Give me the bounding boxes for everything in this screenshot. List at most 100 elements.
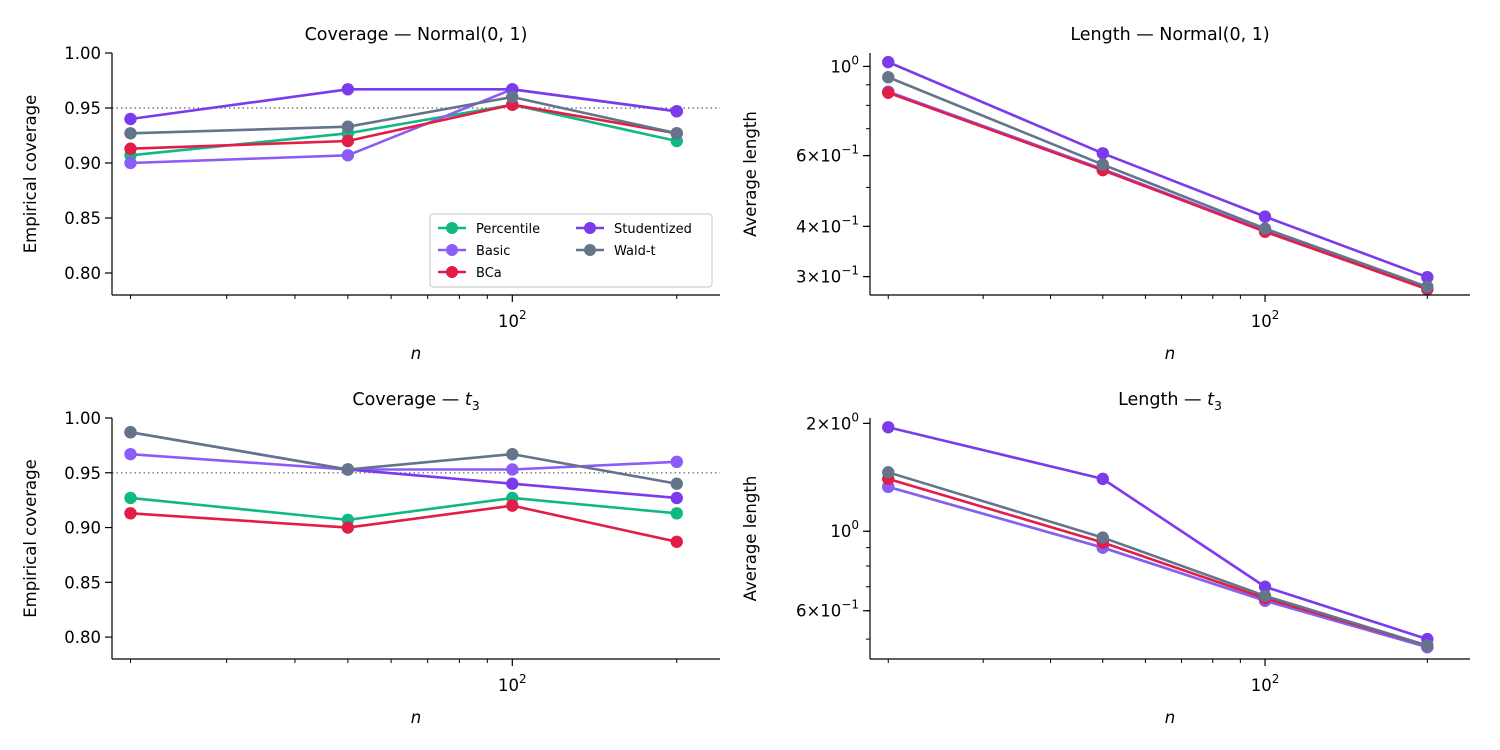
y-tick-label: 3×10−1 xyxy=(796,264,859,287)
data-point-wald-t xyxy=(1096,158,1109,171)
series-line-bca xyxy=(887,91,1428,291)
x-tick-label: 102 xyxy=(1251,308,1280,331)
panel-title-text: Coverage — xyxy=(352,390,464,410)
panel-title-var: t xyxy=(1207,390,1215,410)
data-point-wald-t xyxy=(670,127,683,140)
y-tick-label: 6×10−1 xyxy=(796,598,859,621)
data-point-studentized xyxy=(1096,147,1109,160)
panel-title-subscript: 3 xyxy=(472,398,480,413)
legend-label-basic: Basic xyxy=(476,244,510,259)
panel-title: Coverage — t3 xyxy=(352,390,479,413)
series-line-wald-t xyxy=(130,95,678,135)
y-tick-label: 100 xyxy=(830,53,859,76)
data-point-wald-t xyxy=(1421,639,1434,652)
y-axis-label: Empirical coverage xyxy=(21,459,40,618)
legend: Percentile Basic BCa Studentized Wald-t xyxy=(429,213,713,288)
data-point-wald-t xyxy=(1258,589,1272,603)
y-tick-label: 0.90 xyxy=(64,519,101,538)
legend-label-wald-t: Wald-t xyxy=(614,244,656,259)
series-line-bca xyxy=(130,103,677,150)
data-point-bca xyxy=(341,521,355,534)
legend-swatch-marker xyxy=(584,244,596,256)
legend-swatch-marker xyxy=(446,222,458,234)
data-point-bca xyxy=(341,134,355,148)
data-point-studentized xyxy=(670,491,683,505)
y-axis-label: Empirical coverage xyxy=(21,95,40,254)
data-point-studentized xyxy=(1096,472,1109,486)
data-point-wald-t xyxy=(882,71,895,84)
data-point-studentized xyxy=(882,421,895,434)
data-point-wald-t xyxy=(341,120,355,133)
data-point-bca xyxy=(124,507,137,520)
y-tick-label: 4×10−1 xyxy=(796,213,859,236)
x-tick-label: 102 xyxy=(1251,672,1280,695)
y-tick-label: 1.00 xyxy=(64,409,101,428)
data-point-studentized xyxy=(506,477,519,490)
series-line-studentized xyxy=(887,60,1428,279)
x-axis-label: n xyxy=(411,708,421,727)
series-line-percentile xyxy=(130,496,677,522)
data-point-wald-t xyxy=(124,426,137,439)
series-line-basic xyxy=(887,485,1428,649)
x-axis-label: n xyxy=(1165,344,1175,363)
x-axis-label: n xyxy=(411,344,421,363)
y-axis-label: Average length xyxy=(741,476,760,602)
data-point-wald-t xyxy=(341,463,355,476)
legend-swatch-marker xyxy=(446,244,458,256)
y-tick-label: 0.95 xyxy=(64,464,101,483)
data-point-studentized xyxy=(670,105,683,118)
x-tick-label: 102 xyxy=(498,308,527,331)
y-axis-label: Average length xyxy=(741,111,760,237)
data-point-basic xyxy=(124,447,137,461)
y-tick-label: 0.85 xyxy=(64,573,101,592)
panel-coverage-normal: Coverage — Normal(0, 1) n Empirical covera… xyxy=(21,25,720,363)
legend-label-percentile: Percentile xyxy=(476,222,540,237)
data-point-wald-t xyxy=(1096,531,1109,544)
data-point-percentile xyxy=(670,507,683,520)
data-point-studentized xyxy=(882,55,895,69)
series-line-studentized xyxy=(130,88,677,121)
data-point-wald-t xyxy=(506,447,519,461)
legend-box xyxy=(429,213,713,288)
panel-title-var: t xyxy=(465,390,473,410)
legend-swatch-marker xyxy=(446,266,458,278)
panel-length-t3: Length — t3 n Average length 102 2×100 100 6×1… xyxy=(741,390,1470,727)
y-tick-label: 0.85 xyxy=(64,209,101,228)
y-tick-label: 2×100 xyxy=(806,410,859,433)
panel-title: Length — t3 xyxy=(1118,390,1222,413)
y-tick-label: 0.80 xyxy=(64,628,101,647)
x-axis-label: n xyxy=(1165,708,1175,727)
data-point-studentized xyxy=(1421,270,1434,284)
series-line-wald-t xyxy=(887,76,1428,289)
data-point-basic xyxy=(341,149,355,162)
data-point-bca xyxy=(882,86,895,99)
y-tick-label: 0.90 xyxy=(64,154,101,173)
data-point-bca xyxy=(124,142,137,155)
data-point-percentile xyxy=(124,491,137,505)
panel-coverage-t3: Coverage — t3 n Empirical coverage 102 0.80 0… xyxy=(21,390,720,727)
panel-title-text: Coverage — Normal(0, 1) xyxy=(305,25,528,45)
y-tick-label: 100 xyxy=(830,518,859,541)
data-point-bca xyxy=(670,535,683,548)
data-point-wald-t xyxy=(1421,280,1434,293)
series-line-basic xyxy=(130,452,677,471)
panel-title: Coverage — Normal(0, 1) xyxy=(305,25,528,45)
panel-title-text: Length — Normal(0, 1) xyxy=(1070,25,1269,45)
series-line-wald-t xyxy=(130,430,677,486)
data-point-wald-t xyxy=(670,477,683,490)
panel-title-subscript: 3 xyxy=(1214,398,1222,413)
data-point-wald-t xyxy=(124,127,137,140)
data-point-wald-t xyxy=(882,466,895,479)
panel-title: Length — Normal(0, 1) xyxy=(1070,25,1269,45)
panel-length-normal: Length — Normal(0, 1) n Average length 102 1… xyxy=(741,25,1470,363)
data-point-studentized xyxy=(1258,580,1272,593)
data-point-basic xyxy=(124,156,137,170)
series-line-wald-t xyxy=(887,471,1428,647)
series-line-studentized xyxy=(887,426,1428,641)
legend-swatch-marker xyxy=(584,222,596,234)
legend-label-bca: BCa xyxy=(476,266,502,281)
y-tick-label: 0.95 xyxy=(64,99,101,118)
y-tick-label: 6×10−1 xyxy=(796,143,859,166)
series-line-bca xyxy=(130,504,678,544)
